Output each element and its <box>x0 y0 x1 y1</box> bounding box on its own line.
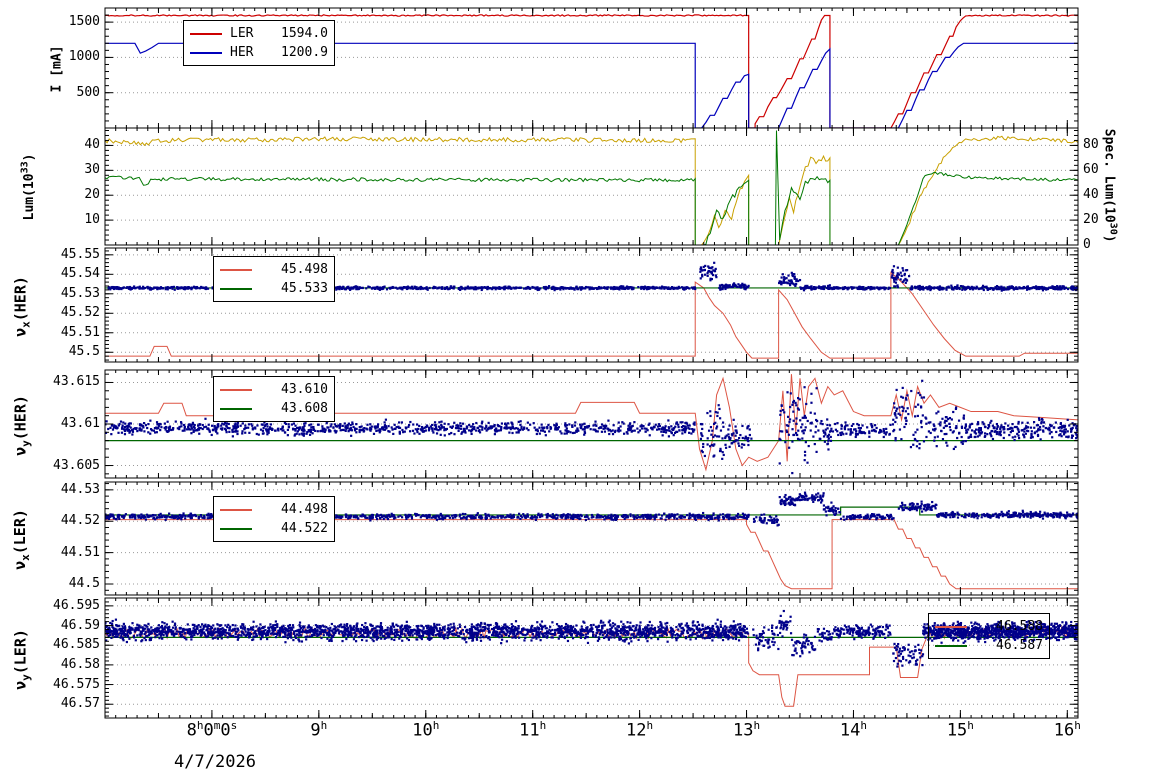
legend-row: HER 1200.9 <box>190 43 328 62</box>
legend-value: 44.498 <box>281 502 328 517</box>
legend-row: 46.587 <box>935 636 1043 655</box>
y-axis-title-nuy-ler: νy(LER) <box>11 629 33 690</box>
y-axis-title-specific-luminosity: Spec. Lum(1030) <box>1101 128 1119 243</box>
legend-value: 44.522 <box>281 521 328 536</box>
legend-row: 46.588 <box>935 617 1043 636</box>
legend-line-sample <box>220 388 252 391</box>
legend-line-sample <box>220 508 252 511</box>
legend-row: LER 1594.0 <box>190 24 328 43</box>
y-axis-title-nux-her: νx(HER) <box>11 276 33 337</box>
legend-row: 44.522 <box>220 519 328 538</box>
legend-nuy-her: 43.610 43.608 <box>213 376 335 422</box>
legend-line-sample <box>220 407 252 410</box>
legend-row: 44.498 <box>220 500 328 519</box>
date-label: 4/7/2026 <box>174 752 256 772</box>
legend-value: 43.608 <box>281 401 328 416</box>
legend-row: 45.533 <box>220 279 328 298</box>
legend-row: 43.608 <box>220 399 328 418</box>
legend-current: LER 1594.0 HER 1200.9 <box>183 20 335 66</box>
legend-value: 1594.0 <box>281 26 328 41</box>
legend-value: 46.588 <box>996 619 1043 634</box>
legend-line-sample <box>190 32 222 35</box>
legend-line-sample <box>220 527 252 530</box>
legend-line-sample <box>935 625 967 628</box>
legend-label: LER <box>230 26 254 41</box>
legend-line-sample <box>190 51 222 54</box>
legend-line-sample <box>935 644 967 647</box>
legend-nux-her: 45.498 45.533 <box>213 256 335 302</box>
legend-value: 45.498 <box>281 262 328 277</box>
legend-label: HER <box>230 45 254 60</box>
legend-row: 43.610 <box>220 380 328 399</box>
legend-row: 45.498 <box>220 260 328 279</box>
y-axis-title-nuy-her: νy(HER) <box>11 395 33 456</box>
y-axis-title-luminosity: Lum(1033) <box>19 153 37 221</box>
legend-value: 43.610 <box>281 382 328 397</box>
legend-value: 1200.9 <box>281 45 328 60</box>
legend-value: 45.533 <box>281 281 328 296</box>
legend-line-sample <box>220 287 252 290</box>
y-axis-title-nux-ler: νx(LER) <box>11 509 32 570</box>
legend-nux-ler: 44.498 44.522 <box>213 496 335 542</box>
legend-nuy-ler: 46.588 46.587 <box>928 613 1050 659</box>
y-axis-title-current: I [mA] <box>49 45 65 93</box>
legend-value: 46.587 <box>996 638 1043 653</box>
legend-line-sample <box>220 268 252 271</box>
